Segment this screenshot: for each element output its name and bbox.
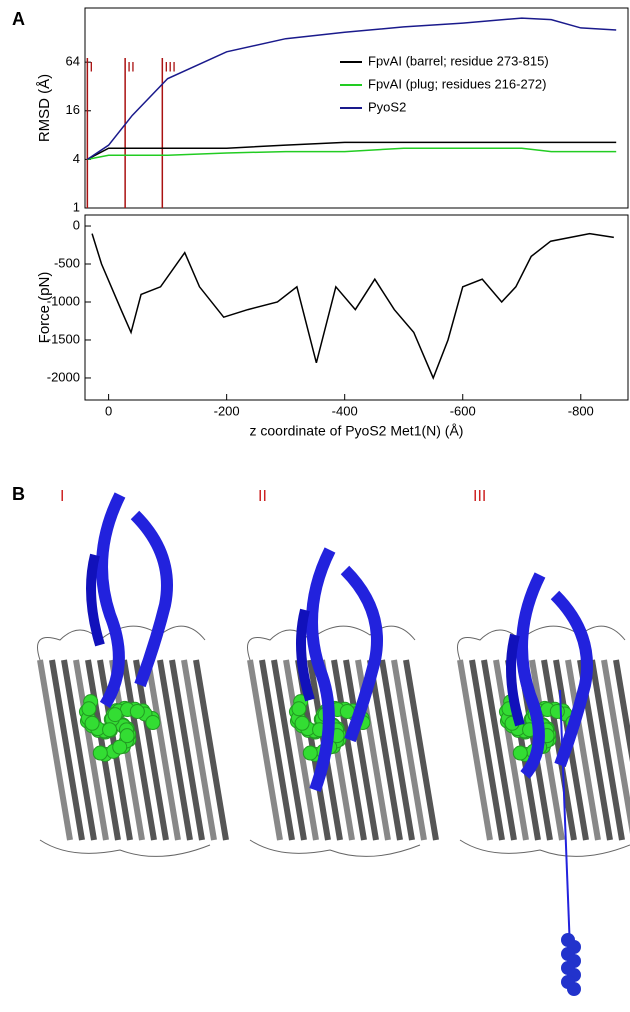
plug-atom <box>93 746 107 760</box>
plug-atom <box>103 723 117 737</box>
y-tick-label: -500 <box>54 255 80 270</box>
loop <box>40 840 210 856</box>
series-line <box>92 234 614 378</box>
x-axis-label: z coordinate of PyoS2 Met1(N) (Å) <box>250 423 464 439</box>
structure-label: III <box>473 488 486 505</box>
y-tick-label: 1 <box>73 199 80 214</box>
x-tick-label: -400 <box>332 403 358 418</box>
panel-label: B <box>12 484 25 504</box>
tail-atom <box>567 982 581 996</box>
event-label: II <box>127 59 135 75</box>
legend-label: FpvAI (barrel; residue 273-815) <box>368 53 549 68</box>
loop <box>458 626 626 660</box>
plug-atom <box>550 704 564 718</box>
y-axis-label: RMSD (Å) <box>36 74 53 142</box>
plug-atom <box>130 704 144 718</box>
x-tick-label: -600 <box>450 403 476 418</box>
y-axis-label: Force (pN) <box>36 272 53 344</box>
legend-label: PyoS2 <box>368 99 406 114</box>
plug-atom <box>292 702 306 716</box>
structure-label: I <box>60 488 64 505</box>
plug-atom <box>303 746 317 760</box>
x-tick-label: 0 <box>105 403 112 418</box>
loop <box>250 840 420 856</box>
y-tick-label: 4 <box>73 151 80 166</box>
plug-atom <box>146 716 160 730</box>
molecule <box>458 575 630 996</box>
plug-atom <box>85 716 99 730</box>
x-tick-label: -800 <box>568 403 594 418</box>
plug-atom <box>108 708 122 722</box>
legend-label: FpvAI (plug; residues 216-272) <box>368 76 546 91</box>
event-label: I <box>89 59 93 75</box>
plug-atom <box>82 702 96 716</box>
structure-label: II <box>258 488 267 505</box>
y-tick-label: 16 <box>66 102 80 117</box>
loop <box>460 840 630 856</box>
y-tick-label: 64 <box>66 54 80 69</box>
y-tick-label: -2000 <box>47 369 80 384</box>
molecule <box>248 550 437 856</box>
panel-label: A <box>12 9 25 29</box>
molecule <box>38 495 227 856</box>
loop <box>248 626 416 660</box>
plug-atom <box>295 716 309 730</box>
y-tick-label: 0 <box>73 217 80 232</box>
helix <box>135 515 167 685</box>
x-tick-label: -200 <box>214 403 240 418</box>
series-line <box>87 148 616 159</box>
plug-atom <box>513 746 527 760</box>
plug-atom <box>120 729 134 743</box>
event-label: III <box>164 59 176 75</box>
